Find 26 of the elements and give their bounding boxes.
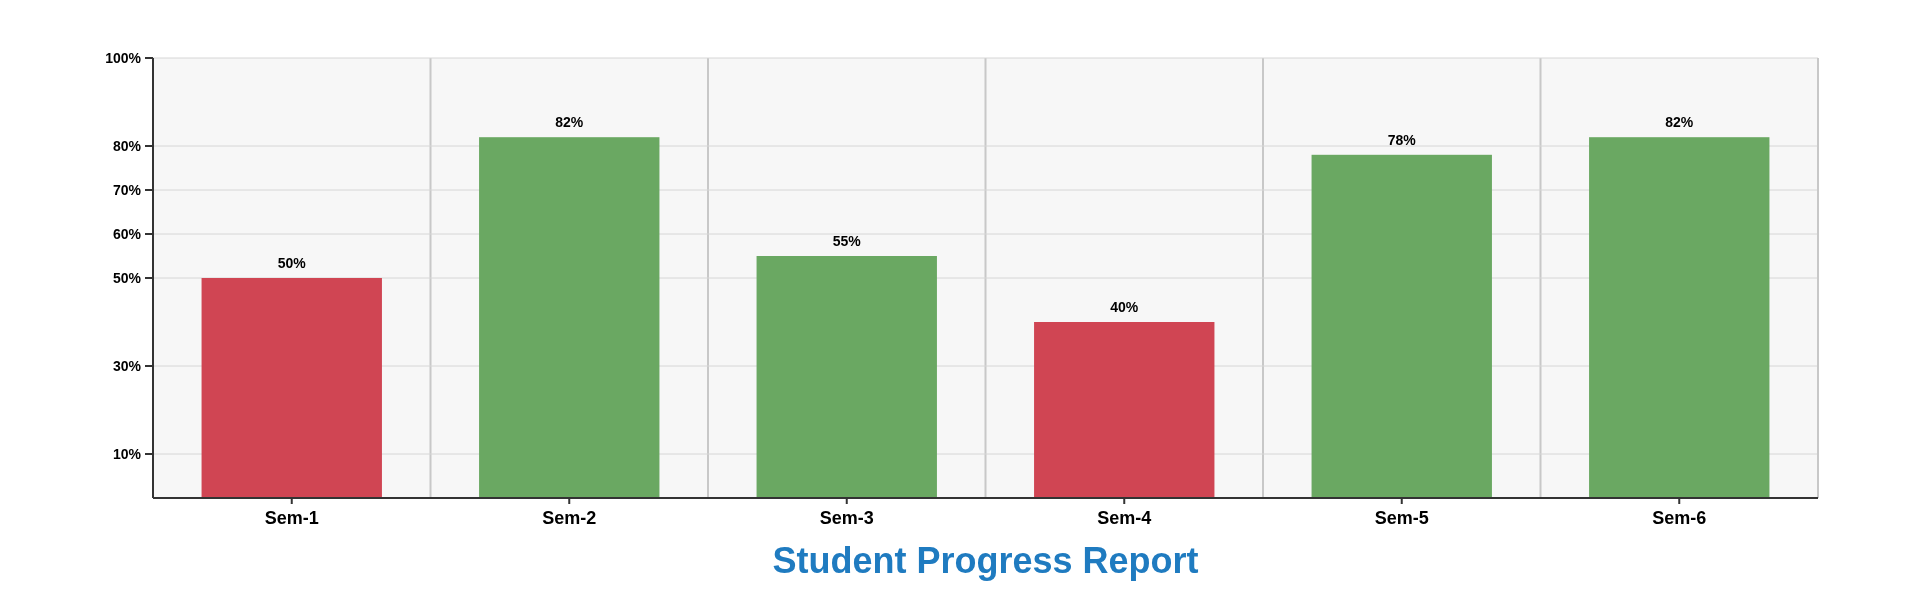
bar xyxy=(756,256,937,498)
x-tick-label: Sem-1 xyxy=(264,508,319,528)
bar xyxy=(1034,322,1215,498)
x-tick-label: Sem-2 xyxy=(542,508,597,528)
y-tick-label: 60% xyxy=(112,225,142,242)
y-tick-label: 50% xyxy=(112,269,142,286)
x-tick-label: Sem-5 xyxy=(1374,508,1429,528)
x-tick-label: Sem-6 xyxy=(1652,508,1707,528)
text: Student Progress Report xyxy=(772,540,1199,581)
data-label: 82% xyxy=(555,114,584,131)
y-tick-label: 70% xyxy=(112,181,142,198)
data-label: 78% xyxy=(1387,131,1417,148)
bar xyxy=(1589,137,1770,498)
data-label: 50% xyxy=(277,255,307,271)
bar xyxy=(479,137,660,498)
data-label: 40% xyxy=(1110,299,1139,315)
bar xyxy=(201,278,382,498)
x-tick-label: Sem-3 xyxy=(819,508,874,528)
y-tick-label: 80% xyxy=(112,137,142,154)
y-tick-label: 10% xyxy=(112,445,142,462)
bar xyxy=(1311,154,1492,498)
y-tick-label: 30% xyxy=(112,357,142,374)
x-tick-label: Sem-4 xyxy=(1097,508,1152,528)
y-tick-label: 100% xyxy=(105,49,142,66)
data-label: 82% xyxy=(1665,114,1694,131)
data-label: 55% xyxy=(832,233,862,249)
